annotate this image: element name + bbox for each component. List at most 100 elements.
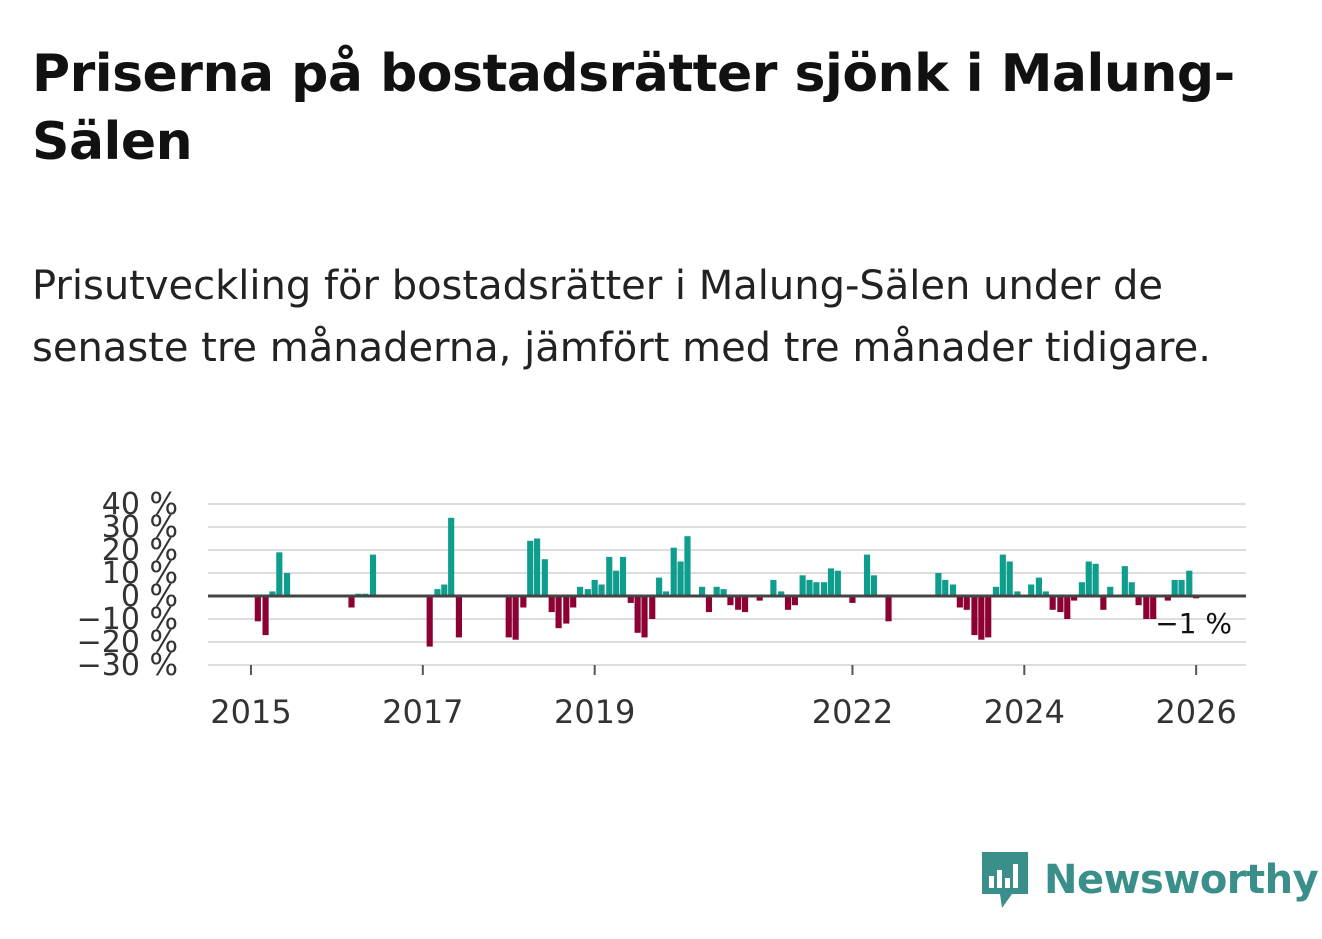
bar <box>670 547 677 596</box>
bar <box>963 596 970 610</box>
bar <box>656 577 663 596</box>
bar <box>584 589 591 596</box>
bar <box>992 586 1000 596</box>
bar <box>1186 570 1193 596</box>
x-axis: 2015 2017 2019 2022 2024 2026 <box>210 665 1237 731</box>
bar <box>1150 596 1157 619</box>
bar <box>720 589 727 596</box>
x-tick-label: 2015 <box>210 693 291 731</box>
bar <box>548 596 555 613</box>
chart-subtitle: Prisutveckling för bostadsrätter i Malun… <box>32 263 1211 371</box>
bar <box>598 584 605 596</box>
bar <box>756 596 763 601</box>
newsworthy-logo-icon <box>982 852 1028 908</box>
bar <box>1128 582 1135 596</box>
bar <box>1164 596 1171 601</box>
bar <box>863 554 871 596</box>
x-tick-label: 2024 <box>984 693 1065 731</box>
bar <box>1107 586 1114 596</box>
bar <box>1143 596 1150 619</box>
bar <box>1100 596 1107 610</box>
bar <box>627 596 634 603</box>
bar <box>591 579 598 596</box>
bar <box>1071 596 1078 601</box>
bar <box>613 570 620 596</box>
bar <box>634 596 641 633</box>
bar <box>1178 579 1185 596</box>
bar <box>999 554 1006 596</box>
bar <box>619 556 627 596</box>
newsworthy-logo: Newsworthy <box>980 848 1319 912</box>
bars <box>254 517 1200 647</box>
bar <box>870 575 878 596</box>
bar <box>942 579 949 596</box>
bar <box>570 596 577 608</box>
bar <box>262 596 269 636</box>
y-tick-label: 40 % <box>102 487 178 522</box>
bar <box>576 586 584 596</box>
bar <box>727 596 734 606</box>
bar <box>1035 577 1042 596</box>
bar <box>1121 566 1128 596</box>
y-tick-label: 10 % <box>102 556 178 591</box>
y-tick-label: −20 % <box>77 625 178 660</box>
brand-name: Newsworthy <box>1044 857 1319 903</box>
bar <box>827 568 835 596</box>
y-tick-label: 20 % <box>102 533 178 568</box>
bar <box>799 575 806 596</box>
last-value-label: −1 % <box>1155 607 1232 640</box>
bar <box>641 596 648 638</box>
bar <box>662 591 670 596</box>
bar <box>441 584 448 596</box>
bar <box>283 573 291 596</box>
bar-chart: 40 %30 %20 %10 %0 %−10 %−20 %−30 % 2015 2… <box>77 487 1246 731</box>
bar <box>971 596 978 636</box>
bar <box>1006 561 1013 596</box>
bar <box>606 556 613 596</box>
bar <box>555 596 562 629</box>
bar <box>563 596 570 624</box>
bar <box>935 573 942 596</box>
bar <box>791 596 798 606</box>
grid-lines <box>208 503 1246 666</box>
x-tick-label: 2019 <box>554 693 635 731</box>
bar <box>1064 596 1071 619</box>
bar <box>276 552 283 596</box>
bar <box>834 570 841 596</box>
bar <box>705 596 713 613</box>
bar <box>434 589 441 596</box>
bar <box>741 596 749 613</box>
bar <box>778 591 785 596</box>
bar <box>985 596 992 638</box>
bar <box>269 591 276 596</box>
x-tick-label: 2026 <box>1155 693 1236 731</box>
y-tick-label: 30 % <box>102 510 178 545</box>
bar <box>821 582 828 596</box>
bar <box>369 554 377 596</box>
bar <box>448 517 455 596</box>
bar <box>1078 582 1085 596</box>
bar <box>885 596 892 622</box>
bar <box>520 596 527 608</box>
bar <box>534 538 541 596</box>
bar <box>1049 596 1056 610</box>
bar <box>770 579 777 596</box>
bar <box>956 596 963 608</box>
chart-title: Priserna på bostadsrätter sjönk i Malung… <box>32 44 1235 172</box>
bar <box>527 540 534 596</box>
bar <box>677 561 684 596</box>
bar <box>1057 596 1064 613</box>
bar <box>505 596 512 638</box>
bar <box>1028 584 1035 596</box>
y-tick-label: −10 % <box>77 602 178 637</box>
bar <box>348 596 355 608</box>
x-tick-label: 2017 <box>382 693 463 731</box>
bar <box>426 596 433 647</box>
bar <box>1014 591 1021 596</box>
x-tick-label: 2022 <box>812 693 893 731</box>
y-axis-labels: 40 %30 %20 %10 %0 %−10 %−20 %−30 % <box>77 487 178 683</box>
y-tick-label: −30 % <box>77 648 178 683</box>
y-tick-label: 0 % <box>121 579 178 614</box>
bar <box>1135 596 1142 606</box>
bar <box>512 596 519 640</box>
